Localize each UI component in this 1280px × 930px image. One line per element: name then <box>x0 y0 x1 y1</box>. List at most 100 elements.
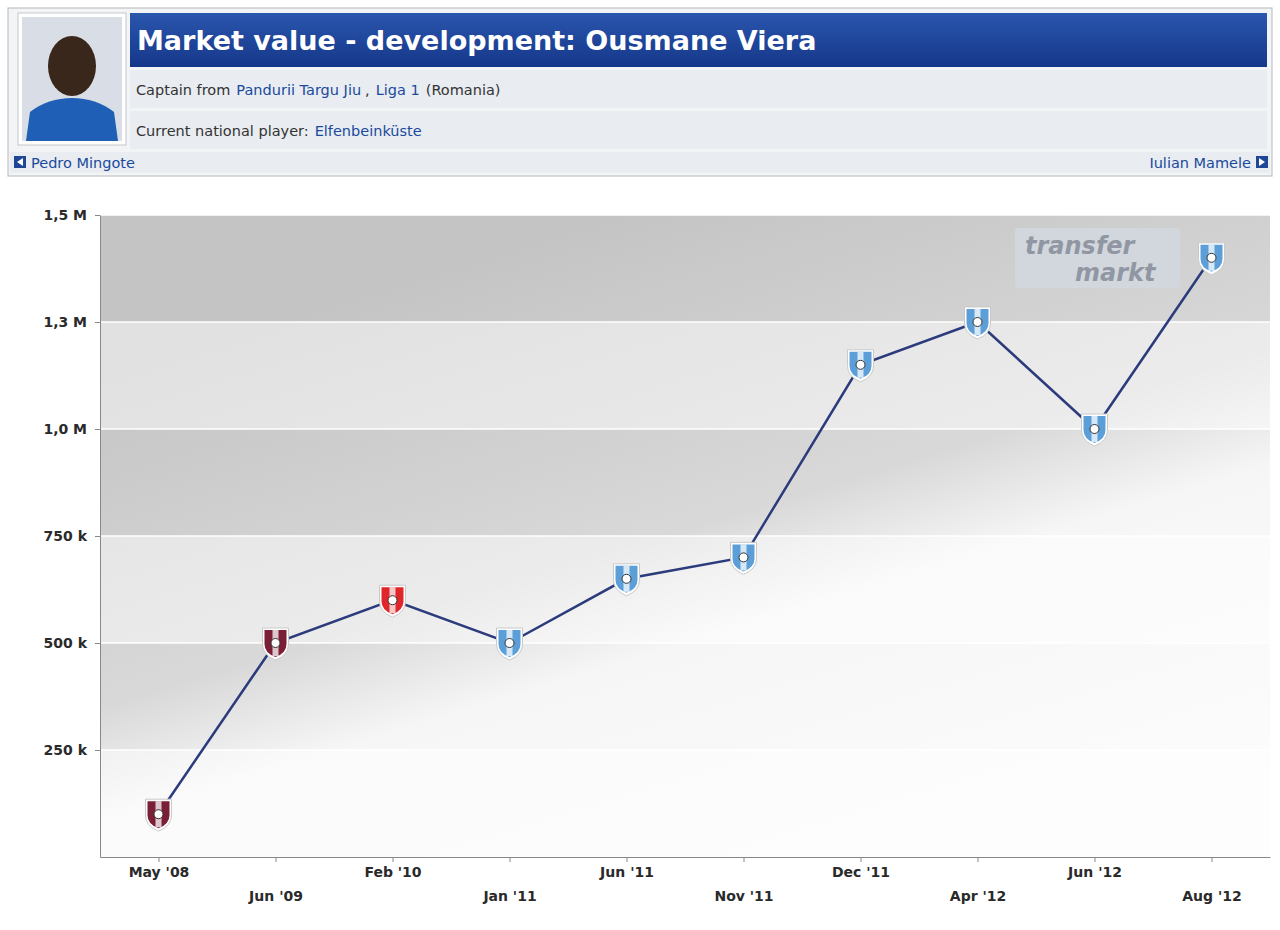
badge-outline <box>731 542 757 574</box>
y-tick-mark <box>95 429 100 430</box>
header: Market value - development: Ousmane Vier… <box>8 8 1272 176</box>
badge-fill <box>148 801 170 828</box>
y-tick-label: 1,5 M <box>43 207 87 223</box>
info-text: Current national player: <box>136 123 309 139</box>
x-tick-mark <box>159 857 160 862</box>
nav-next-arrow[interactable] <box>1259 158 1265 166</box>
nav-next[interactable]: Iulian Mamele <box>1149 155 1251 171</box>
badge-outline <box>380 585 406 617</box>
player-photo <box>18 13 126 145</box>
plot-wash <box>100 215 1270 857</box>
grid-line <box>100 535 1270 537</box>
point-marker <box>614 564 640 596</box>
badge-outline <box>146 799 172 831</box>
y-tick: 500 k <box>44 635 100 651</box>
y-tick-label: 750 k <box>44 528 88 544</box>
y-tick: 1,0 M <box>43 421 100 437</box>
x-tick: Dec '11 <box>832 857 890 880</box>
y-tick-label: 1,0 M <box>43 421 87 437</box>
marks <box>146 243 1225 831</box>
x-tick: Nov '11 <box>714 857 773 904</box>
point-marker <box>380 585 406 617</box>
x-tick: Jun '11 <box>599 857 654 880</box>
badge-ball <box>856 360 865 369</box>
y-tick: 750 k <box>44 528 100 544</box>
badge-fill <box>1201 245 1223 272</box>
y-tick: 250 k <box>44 742 100 758</box>
watermark-text: markt <box>1075 259 1157 287</box>
badge-ball <box>388 596 397 605</box>
info-link[interactable]: Pandurii Targu Jiu <box>236 82 361 98</box>
x-tick-mark <box>744 857 745 862</box>
value-line <box>159 258 1212 814</box>
nav-prev[interactable]: Pedro Mingote <box>31 155 135 171</box>
badge-outline <box>848 350 874 382</box>
badge-outline <box>1082 414 1108 446</box>
y-tick-label: 1,3 M <box>43 314 87 330</box>
point-marker <box>1082 414 1108 446</box>
x-tick: Jun '09 <box>248 857 303 904</box>
info-link[interactable]: Liga 1 <box>376 82 420 98</box>
badge-ball <box>622 574 631 583</box>
x-tick-mark <box>276 857 277 862</box>
info-line: Current national player: Elfenbeinküste <box>136 123 422 139</box>
x-tick-mark <box>861 857 862 862</box>
info-line: Captain fromPandurii Targu Jiu,Liga 1(Ro… <box>136 82 500 98</box>
badge-fill <box>382 587 404 614</box>
grid <box>100 215 1270 750</box>
badge-fill <box>967 309 989 336</box>
x-tick-label: Jun '12 <box>1067 864 1122 880</box>
x-tick-label: Feb '10 <box>364 864 421 880</box>
x-tick-label: Apr '12 <box>950 888 1006 904</box>
badge-ball <box>271 639 280 648</box>
y-tick-mark <box>95 750 100 751</box>
point-marker <box>263 628 289 660</box>
badge-ball <box>505 639 514 648</box>
y-tick-mark <box>95 536 100 537</box>
badge-ball <box>973 318 982 327</box>
x-tick: Apr '12 <box>950 857 1006 904</box>
y-axis-line <box>100 216 101 858</box>
x-tick: Jan '11 <box>482 857 536 904</box>
chart-title: Market value - development: Ousmane Vier… <box>137 25 816 56</box>
info-row <box>130 111 1267 149</box>
chart-page: Market value - development: Ousmane Vier… <box>0 0 1280 930</box>
y-tick-label: 500 k <box>44 635 88 651</box>
info-text: Captain from <box>136 82 230 98</box>
badge-ball <box>739 553 748 562</box>
y-tick-mark <box>95 322 100 323</box>
info-row <box>130 70 1267 108</box>
nav-next-icon[interactable] <box>1256 156 1268 168</box>
x-tick-label: May '08 <box>129 864 190 880</box>
y-tick: 1,3 M <box>43 314 100 330</box>
info-link[interactable]: Elfenbeinküste <box>315 123 422 139</box>
x-tick-mark <box>393 857 394 862</box>
y-axis: 250 k 500 k 750 k 1,0 M 1,3 M 1,5 M <box>43 207 100 858</box>
x-tick-label: Jun '11 <box>599 864 654 880</box>
x-tick: Feb '10 <box>364 857 421 880</box>
x-tick-mark <box>1212 857 1213 862</box>
badge-outline <box>263 628 289 660</box>
y-tick: 1,5 M <box>43 207 100 223</box>
nav-row <box>10 152 1270 173</box>
x-tick-label: Jan '11 <box>482 888 536 904</box>
x-tick-label: Dec '11 <box>832 864 890 880</box>
x-tick-mark <box>978 857 979 862</box>
photo-head <box>48 36 96 96</box>
x-tick: May '08 <box>129 857 190 880</box>
grid-line <box>100 749 1270 751</box>
point-marker <box>1199 243 1225 275</box>
x-tick-mark <box>627 857 628 862</box>
x-tick: Aug '12 <box>1182 857 1241 904</box>
photo-bg <box>22 17 122 141</box>
point-marker <box>965 307 991 339</box>
info-text: , <box>365 82 370 98</box>
point-marker <box>146 799 172 831</box>
nav-prev-arrow[interactable] <box>17 158 23 166</box>
badge-fill <box>850 352 872 379</box>
photo-frame <box>18 13 126 145</box>
point-marker <box>731 542 757 574</box>
grid-line <box>100 214 1270 216</box>
badge-outline <box>614 564 640 596</box>
nav-prev-icon[interactable] <box>14 156 26 168</box>
